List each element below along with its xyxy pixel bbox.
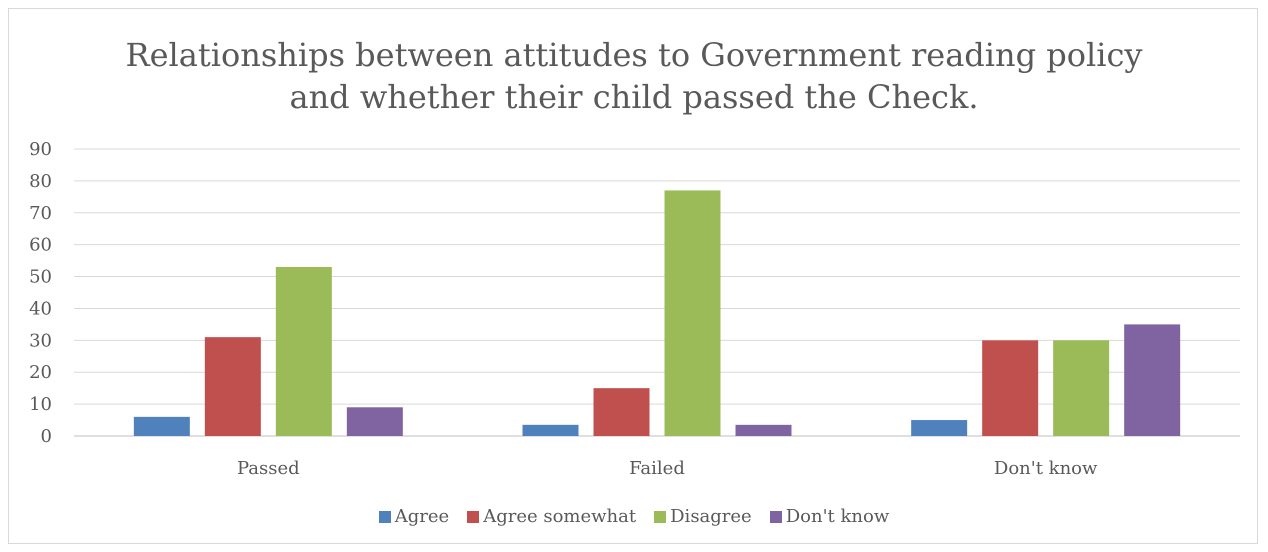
y-tick-label: 90 <box>29 139 52 160</box>
y-tick-label: 20 <box>29 362 52 383</box>
bar-don-t-know-passed <box>346 407 403 436</box>
bar-don-t-know-failed <box>735 424 792 436</box>
legend-item: Don't know <box>769 506 890 527</box>
y-tick-label: 10 <box>29 394 52 415</box>
chart-title: Relationships between attitudes to Gover… <box>0 34 1268 118</box>
bar-agree-don-t-know <box>911 420 968 436</box>
legend-label: Agree somewhat <box>483 506 637 527</box>
chart-title-line-1: Relationships between attitudes to Gover… <box>125 36 1143 74</box>
bar-don-t-know-don-t-know <box>1124 324 1181 436</box>
x-tick-label: Don't know <box>994 458 1098 479</box>
legend-item: Agree somewhat <box>467 506 636 527</box>
y-tick-label: 60 <box>29 235 52 256</box>
legend-swatch <box>769 510 782 523</box>
chart-area <box>8 8 1258 544</box>
bar-agree-failed <box>522 424 579 436</box>
legend-swatch <box>654 510 667 523</box>
legend-item: Disagree <box>654 506 752 527</box>
chart-legend: Agree Agree somewhat Disagree Don't know <box>0 506 1268 527</box>
bar-disagree-failed <box>664 190 721 436</box>
y-tick-label: 30 <box>29 330 52 351</box>
x-tick-label: Passed <box>237 458 300 479</box>
y-tick-label: 40 <box>29 298 52 319</box>
bar-disagree-don-t-know <box>1053 340 1110 436</box>
legend-label: Disagree <box>670 506 752 527</box>
chart-title-line-2: and whether their child passed the Check… <box>289 78 979 116</box>
legend-label: Agree <box>394 506 450 527</box>
x-tick-label: Failed <box>629 458 685 479</box>
bar-agree-passed <box>133 416 190 436</box>
y-tick-label: 50 <box>29 267 52 288</box>
legend-label: Don't know <box>785 506 890 527</box>
y-tick-label: 0 <box>41 426 52 447</box>
legend-swatch <box>467 510 480 523</box>
bar-agree-somewhat-failed <box>593 388 650 436</box>
legend-swatch <box>378 510 391 523</box>
bar-agree-somewhat-passed <box>204 337 261 436</box>
legend-item: Agree <box>378 506 450 527</box>
y-tick-label: 70 <box>29 203 52 224</box>
y-tick-label: 80 <box>29 171 52 192</box>
bar-agree-somewhat-don-t-know <box>982 340 1039 436</box>
bar-disagree-passed <box>275 266 332 436</box>
